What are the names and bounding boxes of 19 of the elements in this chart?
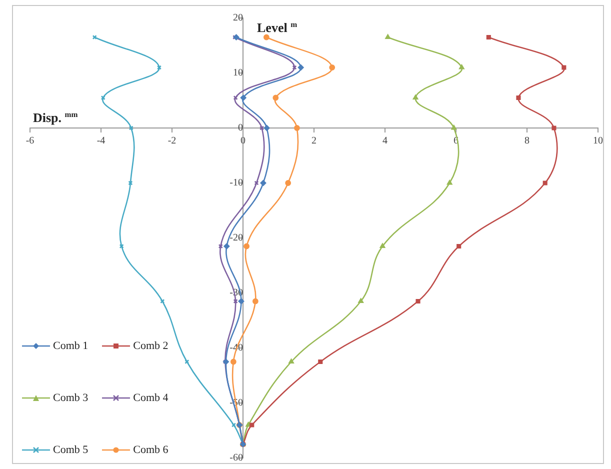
- legend-label: Comb 6: [133, 444, 168, 456]
- x-tick-label: -6: [26, 136, 34, 147]
- x-tick-label: -2: [168, 136, 176, 147]
- legend-label: Comb 3: [53, 392, 88, 404]
- x-tick-label: 2: [312, 136, 316, 147]
- y-tick-label: -60: [230, 452, 243, 464]
- x-tick-label: 8: [524, 136, 530, 147]
- y-tick-label: 0: [238, 122, 243, 134]
- x-tick-label: 4: [382, 136, 388, 147]
- x-tick-label: 10: [593, 136, 603, 147]
- y-tick-label: 20: [233, 12, 243, 24]
- legend-label: Comb 2: [133, 340, 168, 352]
- legend-label: Comb 5: [53, 444, 88, 456]
- y-tick-label: -10: [230, 178, 243, 189]
- x-tick-label: -4: [96, 136, 106, 147]
- legend-label: Comb 1: [53, 340, 88, 352]
- y-tick-label: -20: [230, 232, 243, 244]
- legend-label: Comb 4: [133, 392, 168, 404]
- y-tick-label: 10: [233, 68, 243, 79]
